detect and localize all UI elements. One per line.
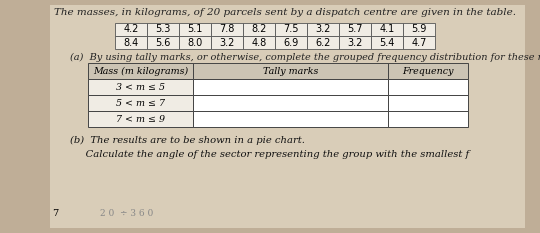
Text: 5.1: 5.1 [187, 24, 202, 34]
Text: 8.2: 8.2 [251, 24, 267, 34]
Text: Mass (m kilograms): Mass (m kilograms) [93, 66, 188, 75]
Bar [211, 36, 243, 49]
Bar [388, 63, 468, 79]
Text: 4.1: 4.1 [380, 24, 395, 34]
Text: 5.4: 5.4 [379, 38, 395, 48]
Text: The masses, in kilograms, of 20 parcels sent by a dispatch centre are given in t: The masses, in kilograms, of 20 parcels … [54, 8, 516, 17]
Bar [388, 79, 468, 95]
Bar [371, 36, 403, 49]
Bar [193, 95, 388, 111]
Bar [243, 36, 275, 49]
Bar [88, 79, 193, 95]
Text: 6.2: 6.2 [315, 38, 330, 48]
Text: Tally marks: Tally marks [263, 66, 318, 75]
Bar [193, 79, 388, 95]
Bar [307, 36, 339, 49]
Bar [243, 23, 275, 36]
Bar [193, 63, 388, 79]
Text: 8.4: 8.4 [123, 38, 139, 48]
Bar [88, 95, 193, 111]
Text: 7.8: 7.8 [219, 24, 235, 34]
Text: 5.6: 5.6 [156, 38, 171, 48]
Bar [88, 63, 193, 79]
Bar [179, 36, 211, 49]
Bar [371, 23, 403, 36]
Text: Frequency: Frequency [402, 66, 454, 75]
Text: Calculate the angle of the sector representing the group with the smallest f: Calculate the angle of the sector repres… [70, 150, 469, 159]
Text: 6.9: 6.9 [284, 38, 299, 48]
Bar [179, 23, 211, 36]
Text: 5.7: 5.7 [347, 24, 363, 34]
Bar [193, 111, 388, 127]
Text: 7: 7 [52, 209, 58, 218]
Bar [388, 111, 468, 127]
Bar [147, 36, 179, 49]
Bar [88, 111, 193, 127]
Bar [388, 95, 468, 111]
Bar [275, 23, 307, 36]
Bar [307, 23, 339, 36]
Text: 3.2: 3.2 [219, 38, 235, 48]
Bar [339, 23, 371, 36]
Text: (a)  By using tally marks, or otherwise, complete the grouped frequency distribu: (a) By using tally marks, or otherwise, … [70, 53, 540, 62]
Text: 4.2: 4.2 [123, 24, 139, 34]
Text: 5.9: 5.9 [411, 24, 427, 34]
Text: 3.2: 3.2 [315, 24, 330, 34]
Bar [275, 36, 307, 49]
Text: 5.3: 5.3 [156, 24, 171, 34]
Bar [403, 36, 435, 49]
Text: 3.2: 3.2 [347, 38, 363, 48]
Text: 4.8: 4.8 [252, 38, 267, 48]
Bar [147, 23, 179, 36]
Text: (b)  The results are to be shown in a pie chart.: (b) The results are to be shown in a pie… [70, 136, 305, 145]
Bar [115, 23, 147, 36]
Bar [403, 23, 435, 36]
Text: 8.0: 8.0 [187, 38, 202, 48]
Text: 2 0  ÷ 3 6 0: 2 0 ÷ 3 6 0 [100, 209, 153, 218]
Bar [115, 36, 147, 49]
Text: 5 < m ≤ 7: 5 < m ≤ 7 [116, 99, 165, 107]
Text: 3 < m ≤ 5: 3 < m ≤ 5 [116, 82, 165, 92]
Bar [339, 36, 371, 49]
Text: 7 < m ≤ 9: 7 < m ≤ 9 [116, 114, 165, 123]
Text: 4.7: 4.7 [411, 38, 427, 48]
Text: 7.5: 7.5 [284, 24, 299, 34]
Bar [50, 5, 525, 228]
Bar [211, 23, 243, 36]
